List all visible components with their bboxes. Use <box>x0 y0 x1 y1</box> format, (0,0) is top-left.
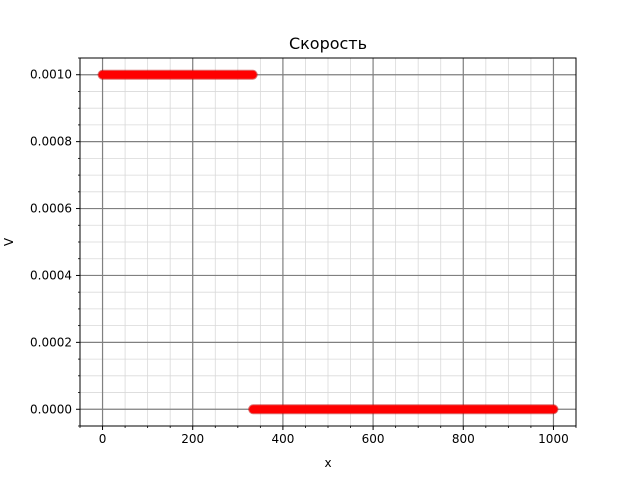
x-tick-label: 600 <box>362 432 385 446</box>
y-tick-label: 0.0006 <box>30 202 72 216</box>
x-tick-label: 200 <box>181 432 204 446</box>
x-tick-label: 0 <box>99 432 107 446</box>
y-tick-label: 0.0004 <box>30 268 72 282</box>
y-tick-label: 0.0008 <box>30 135 72 149</box>
x-tick-label: 1000 <box>538 432 569 446</box>
y-axis-ticks: 0.0000 0.0002 0.0004 0.0006 0.0008 0.0010 <box>30 57 80 427</box>
chart-title: Скорость <box>289 34 367 53</box>
y-axis-label: V <box>2 237 16 246</box>
x-axis-label: x <box>324 456 331 470</box>
series-layer <box>97 69 559 415</box>
x-tick-label: 800 <box>452 432 475 446</box>
y-tick-label: 0.0010 <box>30 68 72 82</box>
y-tick-label: 0.0000 <box>30 402 72 416</box>
y-tick-label: 0.0002 <box>30 335 72 349</box>
x-axis-ticks: 0 200 400 600 800 1000 <box>79 426 577 446</box>
x-tick-label: 400 <box>271 432 294 446</box>
